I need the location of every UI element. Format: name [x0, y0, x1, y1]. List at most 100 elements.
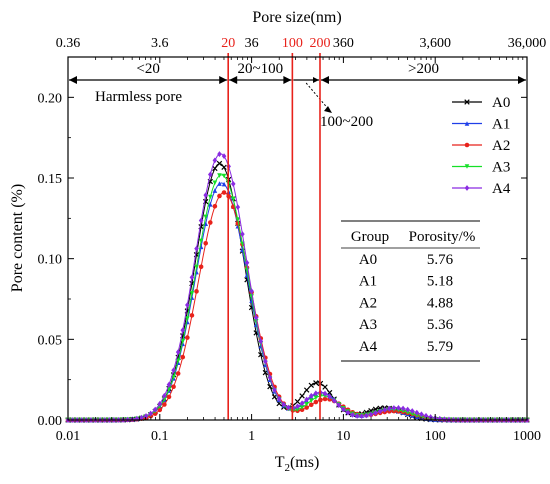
- y-axis-title: Pore content (%): [9, 184, 26, 292]
- data-point: [240, 231, 245, 237]
- data-point: [230, 196, 236, 202]
- data-point: [203, 214, 208, 220]
- data-point: [194, 245, 199, 252]
- boundary-label: 200: [309, 36, 330, 51]
- table-header: Porosity/%: [409, 229, 476, 245]
- region-arrow-head-right: [219, 76, 228, 84]
- x-tick-label: 0.01: [56, 429, 81, 444]
- data-point: [350, 411, 355, 418]
- data-point: [464, 121, 470, 126]
- data-point: [377, 408, 383, 415]
- data-point: [194, 289, 199, 294]
- data-point: [464, 185, 470, 191]
- data-point: [166, 381, 172, 388]
- data-point: [423, 412, 429, 419]
- table-cell: 5.79: [427, 339, 453, 355]
- data-point: [322, 384, 328, 390]
- data-point: [207, 171, 213, 178]
- table-cell: 5.18: [427, 274, 453, 290]
- data-point: [294, 398, 301, 405]
- pointer-head: [324, 106, 332, 113]
- data-point: [382, 406, 388, 413]
- data-point: [139, 414, 144, 421]
- data-point: [391, 405, 397, 411]
- data-point: [157, 407, 163, 413]
- legend-item: A4: [452, 181, 511, 197]
- legend-label: A1: [492, 117, 510, 133]
- data-point: [244, 259, 250, 266]
- data-point: [263, 358, 268, 365]
- data-point: [175, 371, 181, 376]
- data-point: [217, 181, 222, 186]
- x-tick-label: 10: [336, 429, 350, 444]
- data-point: [221, 164, 227, 171]
- porosity-table: Group Porosity/% A0 5.76 A1 5.18 A2 4.88 A3 5.36 A…: [341, 220, 480, 362]
- series-line: [68, 153, 527, 421]
- data-point: [235, 204, 241, 211]
- data-point: [295, 407, 300, 412]
- data-point: [235, 217, 241, 222]
- data-point: [221, 153, 227, 160]
- data-point: [267, 374, 273, 381]
- data-point: [295, 403, 300, 410]
- data-point: [207, 202, 213, 207]
- data-point: [419, 411, 424, 418]
- y-tick-label: 0.20: [38, 91, 63, 106]
- data-point: [308, 382, 314, 389]
- table-cell: 4.88: [427, 295, 453, 311]
- table-cell: 5.76: [427, 252, 454, 268]
- series-line: [68, 174, 527, 421]
- series-line: [68, 162, 527, 421]
- data-point: [217, 193, 222, 199]
- data-point: [327, 393, 332, 400]
- data-point: [308, 398, 314, 403]
- table-header: Group: [351, 229, 389, 245]
- data-point: [304, 405, 309, 410]
- data-point: [322, 396, 328, 402]
- data-point: [299, 405, 305, 410]
- data-point: [189, 291, 195, 296]
- data-point: [308, 392, 314, 399]
- data-point: [464, 142, 470, 148]
- data-point: [180, 338, 186, 344]
- x-axis-title: T2(ms): [275, 454, 320, 474]
- data-point: [313, 380, 319, 386]
- data-point: [286, 404, 291, 411]
- table-cell: A0: [359, 252, 377, 268]
- series-A1: [65, 181, 530, 423]
- legend: A0 A1 A2 A3 A4: [452, 95, 511, 197]
- region-arrow-head-left: [320, 76, 329, 84]
- data-point: [212, 165, 218, 172]
- data-point: [180, 354, 186, 360]
- data-point: [194, 264, 199, 270]
- data-point: [212, 157, 218, 164]
- x-tick-label: 1: [248, 429, 255, 444]
- legend-item: A2: [452, 138, 510, 154]
- plot-frame: [67, 56, 528, 421]
- top-tick-label: 36,000: [508, 36, 547, 51]
- legend-item: A3: [452, 160, 510, 176]
- legend-label: A4: [492, 181, 511, 197]
- small-region-arrow-head: [312, 77, 319, 83]
- axes-layer: 0.01 0.1 1 10 100 1000 0.36 3.6 36 360 3,600 36,000…: [38, 36, 547, 444]
- data-point: [387, 405, 392, 412]
- data-point: [336, 402, 342, 409]
- data-point: [198, 217, 204, 224]
- series-A0: [65, 160, 530, 423]
- x-tick-label: 100: [425, 429, 446, 444]
- data-point: [212, 180, 218, 186]
- x-tick-label: 1000: [513, 429, 541, 444]
- data-point: [175, 349, 181, 355]
- series-line: [68, 182, 527, 421]
- table-cell: A1: [359, 274, 377, 290]
- legend-label: A0: [492, 95, 510, 111]
- data-point: [354, 413, 360, 419]
- data-point: [442, 416, 447, 423]
- y-tick-label: 0.05: [38, 333, 63, 348]
- top-axis-title: Pore size(nm): [252, 9, 341, 26]
- data-point: [171, 367, 176, 374]
- data-point: [258, 338, 264, 345]
- data-point: [221, 173, 227, 179]
- data-point: [207, 194, 213, 200]
- data-point: [212, 203, 218, 209]
